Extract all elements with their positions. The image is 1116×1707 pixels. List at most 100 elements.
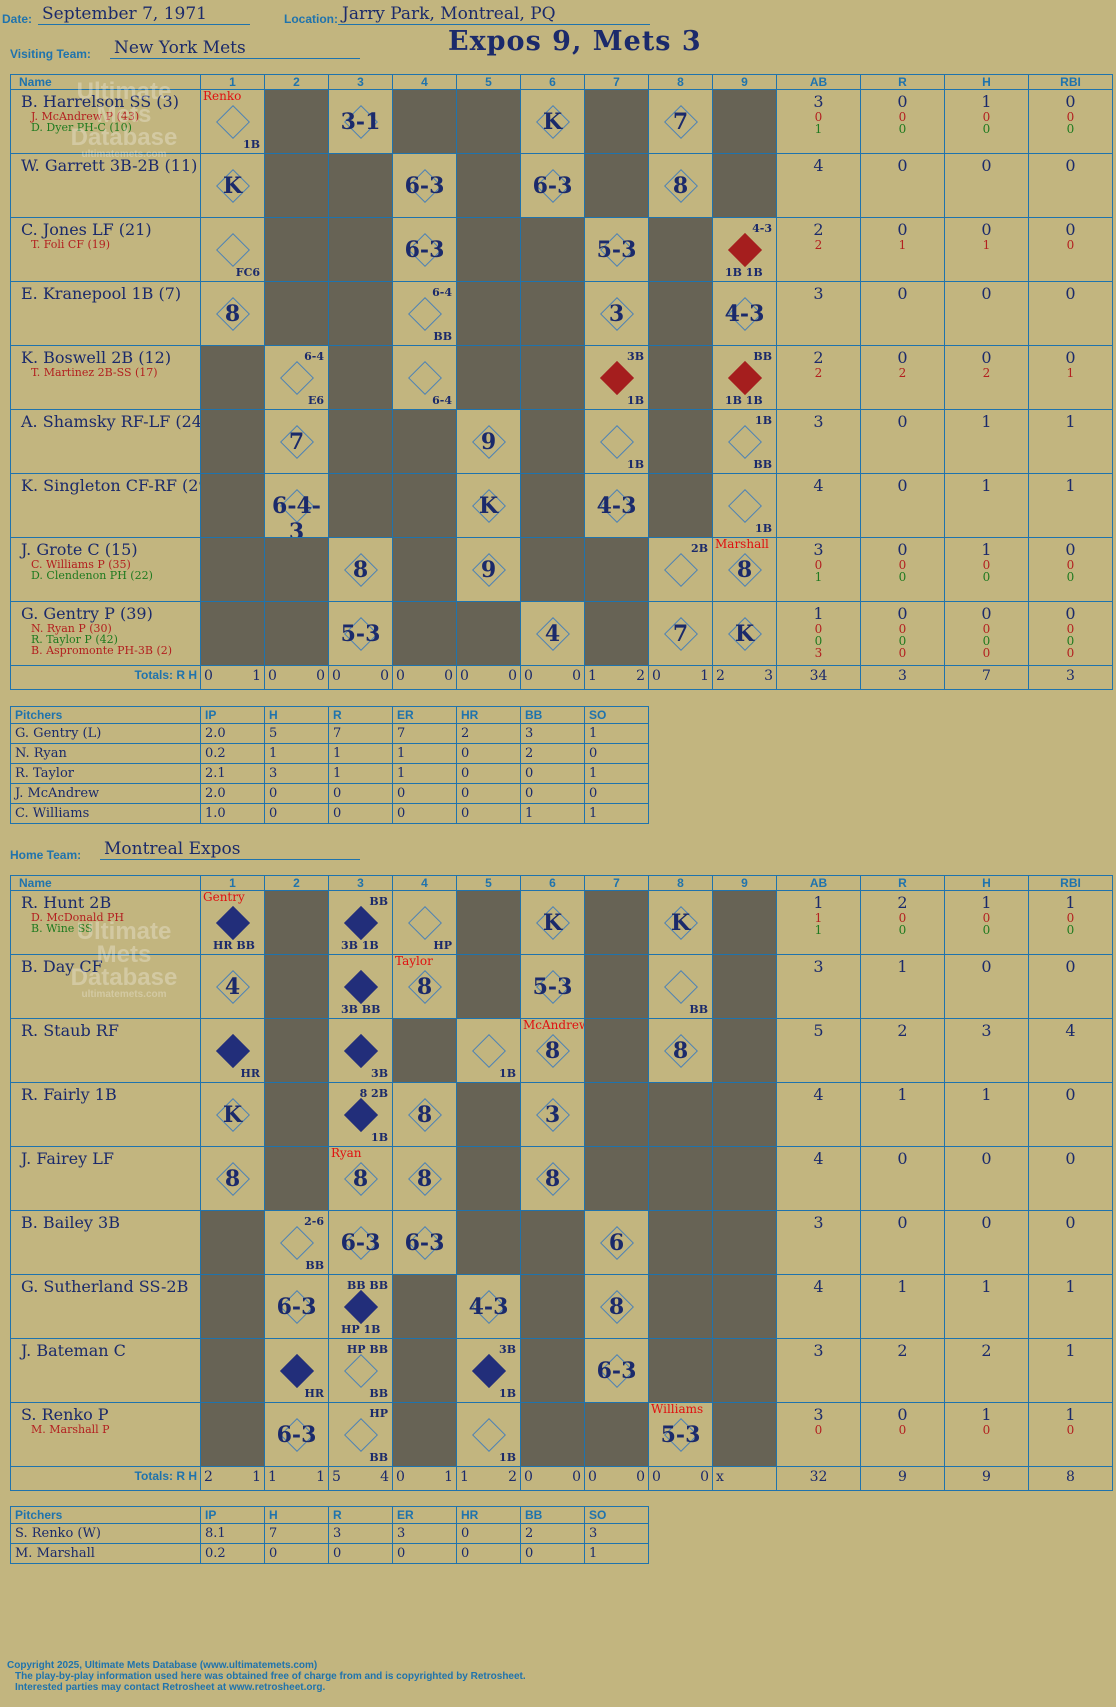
sub-stat: 0 — [814, 622, 823, 636]
home-pitch-col-bb: BB — [520, 1506, 585, 1524]
visiting-inning-cell — [264, 153, 329, 218]
date-value: September 7, 1971 — [38, 3, 250, 25]
play-result: 3 — [608, 300, 625, 327]
home-stat-rbi: 0 — [1028, 954, 1113, 1019]
pitcher-stat: 2 — [520, 743, 585, 764]
home-stat-rbi: 1 — [1028, 1274, 1113, 1339]
base-note: 3B 1B — [341, 939, 379, 952]
footer: Copyright 2025, Ultimate Mets Database (… — [7, 1660, 526, 1693]
home-inning-cell — [456, 1146, 521, 1211]
watermark-logo: Ultimate Mets Database ultimatemets.com — [70, 78, 178, 161]
visiting-inning-cell: 5-3 — [328, 601, 393, 666]
visiting-inning-cell: 7 — [264, 409, 329, 474]
home-pitch-col-ip: IP — [200, 1506, 265, 1524]
base-note-top: 3B — [499, 1343, 516, 1356]
visiting-pitch-col-ip: IP — [200, 706, 265, 724]
home-inning-cell — [200, 1210, 265, 1275]
inning-hits: 3 — [764, 668, 773, 684]
base-diamond-icon — [407, 296, 442, 331]
visiting-col-h: H — [944, 74, 1029, 90]
pitcher-change-note: Taylor — [395, 954, 433, 969]
pitcher-stat: 1.0 — [200, 803, 265, 824]
player-name: B. Bailey 3B — [21, 1213, 120, 1232]
visiting-inning-cell: 8 — [200, 281, 265, 346]
pitcher-stat: 3 — [328, 1523, 393, 1544]
sub-stat: 0 — [982, 122, 991, 136]
visiting-inning-cell — [328, 217, 393, 282]
sub-stat: 2 — [982, 366, 991, 380]
sub-stat: 0 — [982, 622, 991, 636]
base-diamond-icon — [471, 1033, 506, 1068]
visiting-inning-cell: 6-4 — [392, 345, 457, 410]
visiting-inning-cell: BB 1B — [712, 409, 777, 474]
sub-stat: 0 — [1066, 122, 1075, 136]
visiting-inning-cell — [200, 409, 265, 474]
play-result: 6-3 — [340, 1229, 381, 1256]
home-inning-cell — [712, 890, 777, 955]
home-stat-rbi: 0 — [1028, 1082, 1113, 1147]
play-result: 8 — [672, 1037, 689, 1064]
base-note: BB — [689, 1003, 708, 1016]
base-note-top: 3B — [627, 350, 644, 363]
base-note-top: HP BB — [346, 1343, 388, 1356]
base-note: 3B BB — [341, 1003, 381, 1016]
visiting-inning-cell — [456, 153, 521, 218]
totals-row: Totals: R H 0 1 0 0 0 0 0 0 0 0 0 0 1 2 0 1 2 3 34 3 7 3 — [10, 665, 1113, 690]
home-stat-ab: 4 — [776, 1082, 861, 1147]
visiting-stat-h: 1 — [944, 473, 1029, 538]
visiting-inning-cell: K — [200, 153, 265, 218]
home-pitch-col-er: ER — [392, 1506, 457, 1524]
sub-stat: 0 — [898, 570, 907, 584]
home-inning-cell — [264, 1146, 329, 1211]
home-inning-cell: 4 — [200, 954, 265, 1019]
play-result: 8 — [416, 973, 433, 1000]
visiting-inning-cell — [520, 537, 585, 602]
inning-runs: 5 — [332, 1469, 341, 1485]
base-diamond-icon — [727, 424, 762, 459]
home-inning-cell — [584, 1146, 649, 1211]
visiting-inning-cell — [264, 281, 329, 346]
play-result: K — [542, 108, 563, 135]
visiting-player-cell: G. Gentry P (39) N. Ryan P (30) R. Taylor … — [10, 601, 201, 666]
visiting-player-cell: C. Jones LF (21) T. Foli CF (19) — [10, 217, 201, 282]
home-stat-r: 2 — [860, 1338, 945, 1403]
inning-hits: 1 — [252, 1469, 261, 1485]
home-stat-h: 1 — [944, 1082, 1029, 1147]
visiting-inning-cell — [712, 89, 777, 154]
player-name: B. Harrelson SS (3) — [21, 92, 179, 111]
pitcher-stat: 0 — [264, 783, 329, 804]
visiting-stat-rbi: 1 — [1028, 473, 1113, 538]
visiting-col-inning-7: 7 — [584, 74, 649, 90]
table-row: G. Sutherland SS-2B 6-3 HP 1B BB BB 4-3 8 4 1 1 1 — [10, 1274, 1113, 1339]
sub-stat: 2 — [814, 366, 823, 380]
base-note: 1B 1B — [725, 266, 763, 279]
pitcher-stat: 5 — [264, 723, 329, 744]
pitcher-stat: 1 — [584, 763, 649, 784]
play-result: 8 — [224, 300, 241, 327]
home-pitch-col-pitchers: Pitchers — [10, 1506, 201, 1524]
home-inning-cell: K — [200, 1082, 265, 1147]
pitcher-stat: 0 — [584, 743, 649, 764]
player-name: A. Shamsky RF-LF (24) — [21, 412, 201, 431]
play-result: 5-3 — [340, 620, 381, 647]
base-note: HP 1B — [341, 1323, 381, 1336]
sub-stat: 0 — [814, 110, 823, 124]
home-stat-h: 0 — [944, 954, 1029, 1019]
base-diamond-icon — [343, 1097, 378, 1132]
base-diamond-icon — [215, 104, 250, 139]
home-inning-cell — [712, 1210, 777, 1275]
inning-hits: 2 — [508, 1469, 517, 1485]
home-col-inning-9: 9 — [712, 875, 777, 891]
visiting-inning-cell — [520, 345, 585, 410]
sub-stat: 0 — [982, 911, 991, 925]
play-result: 4-3 — [468, 1293, 509, 1320]
visiting-inning-cell: 3-1 — [328, 89, 393, 154]
